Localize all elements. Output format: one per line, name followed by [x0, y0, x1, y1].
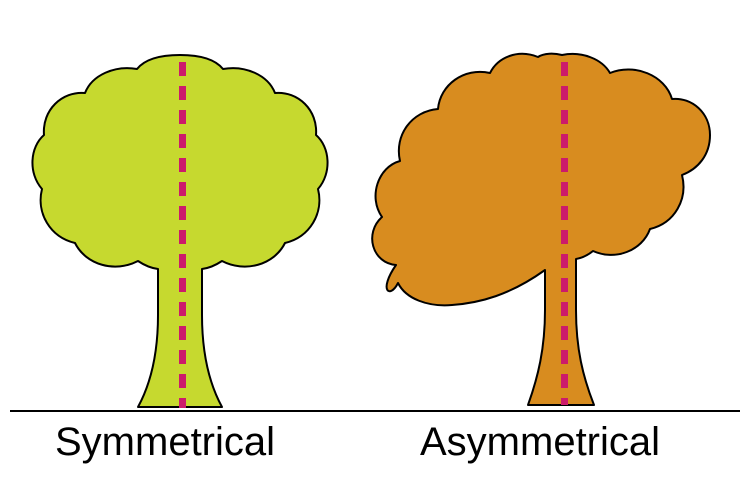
symmetry-axis-right	[561, 62, 568, 405]
tree-asymmetrical-shape	[372, 54, 710, 405]
label-symmetrical: Symmetrical	[55, 420, 275, 465]
diagram-canvas: Symmetrical Asymmetrical	[0, 0, 750, 500]
label-asymmetrical: Asymmetrical	[420, 420, 660, 465]
tree-asymmetrical	[390, 55, 710, 415]
symmetry-axis-left	[179, 62, 186, 408]
